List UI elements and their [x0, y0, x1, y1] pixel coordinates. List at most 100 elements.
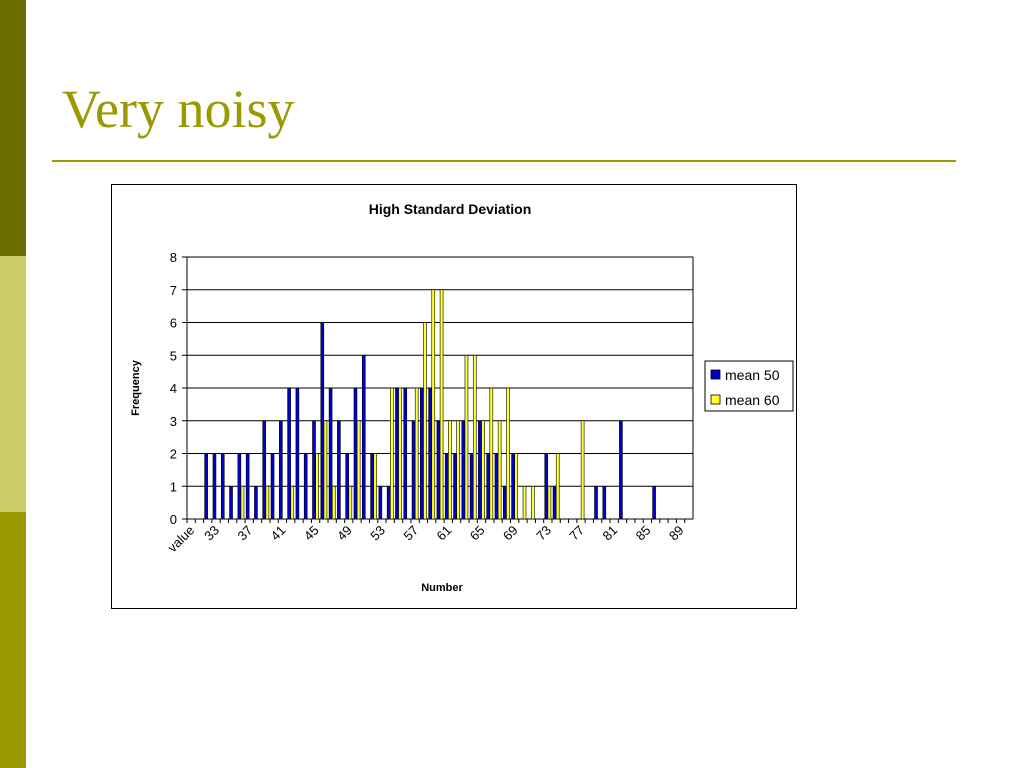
bar-mean-60-65 — [481, 420, 485, 520]
legend-label-mean-60: mean 60 — [725, 392, 780, 408]
bar-mean-50-57 — [411, 420, 416, 520]
bar-mean-50-35 — [229, 485, 233, 520]
bar-mean-50-42 — [287, 387, 291, 520]
x-tick-label-57: 57 — [400, 523, 421, 544]
chart-title: High Standard Deviation — [369, 201, 532, 217]
bar-mean-60-74 — [555, 453, 560, 520]
bar-mean-50-39 — [262, 420, 267, 520]
bar-mean-50-44 — [303, 453, 308, 520]
bar-mean-50-55 — [395, 387, 399, 520]
x-tick-label-65: 65 — [467, 523, 488, 544]
bar-mean-50-56 — [403, 387, 408, 520]
bar-mean-60-45 — [315, 453, 319, 520]
x-tick-label-89: 89 — [666, 523, 687, 544]
x-tick-label-49: 49 — [334, 523, 355, 544]
bar-mean-60-52 — [373, 453, 378, 520]
bar-mean-50-86 — [652, 485, 656, 520]
bar-mean-50-73 — [544, 453, 549, 520]
bar-mean-50-65 — [478, 420, 482, 520]
x-tick-label-37: 37 — [234, 523, 255, 544]
bar-mean-60-59 — [431, 289, 436, 520]
x-tick-label-45: 45 — [301, 523, 322, 544]
bar-mean-60-67 — [497, 420, 502, 520]
y-tick-label-4: 4 — [170, 381, 177, 396]
bar-mean-60-71 — [531, 485, 535, 520]
bar-mean-60-63 — [464, 354, 469, 520]
bar-mean-50-46 — [320, 322, 325, 520]
side-band-bottom — [0, 512, 26, 768]
bar-mean-60-77 — [580, 420, 585, 520]
bar-mean-50-69 — [511, 453, 515, 520]
x-tick-label-69: 69 — [500, 523, 521, 544]
bar-mean-50-53 — [378, 485, 383, 520]
bar-mean-60-49 — [348, 485, 353, 520]
x-tick-label-41: 41 — [268, 523, 289, 544]
y-tick-label-6: 6 — [170, 316, 177, 331]
x-tick-label-85: 85 — [633, 523, 654, 544]
y-tick-label-3: 3 — [170, 414, 177, 429]
y-tick-label-1: 1 — [170, 479, 177, 494]
y-axis-title: Frequency — [130, 359, 142, 416]
y-tick-label-0: 0 — [170, 512, 177, 527]
bar-mean-50-43 — [295, 387, 300, 520]
bar-mean-50-58 — [420, 387, 424, 520]
bar-mean-50-61 — [444, 453, 449, 520]
legend-label-mean-50: mean 50 — [725, 367, 780, 383]
bar-mean-50-60 — [436, 420, 441, 520]
x-tick-label-value: value — [165, 523, 198, 556]
bar-mean-60-39 — [265, 485, 270, 520]
bar-mean-50-54 — [386, 485, 391, 520]
legend-swatch-mean-50 — [710, 369, 721, 380]
x-axis-title: Number — [421, 582, 463, 594]
x-tick-label-33: 33 — [201, 523, 222, 544]
title-divider — [52, 160, 956, 162]
bar-mean-50-64 — [469, 453, 474, 520]
bar-mean-50-33 — [212, 453, 217, 520]
bar-mean-60-69 — [514, 453, 519, 520]
bar-mean-50-50 — [353, 387, 358, 520]
bar-mean-60-70 — [522, 485, 527, 520]
chart-frame: High Standard Deviation 0 1 2 3 4 5 6 7 8 value 33 3… — [111, 184, 797, 609]
bar-mean-50-37 — [245, 453, 250, 520]
bar-mean-50-63 — [461, 420, 466, 520]
bar-mean-50-80 — [602, 485, 607, 520]
bar-mean-60-61 — [448, 420, 452, 520]
bar-mean-60-58 — [423, 322, 427, 520]
x-tick-label-61: 61 — [434, 523, 455, 544]
bar-mean-60-57 — [414, 387, 419, 520]
bar-mean-50-74 — [552, 485, 557, 520]
x-tick-label-81: 81 — [599, 523, 620, 544]
y-tick-label-8: 8 — [170, 250, 177, 265]
bar-mean-60-46 — [323, 420, 328, 520]
bar-mean-60-36 — [240, 485, 245, 520]
bar-mean-50-41 — [279, 420, 283, 520]
bar-mean-60-60 — [439, 289, 444, 520]
bar-mean-50-40 — [270, 453, 275, 520]
bar-mean-60-66 — [489, 387, 494, 520]
bar-mean-50-49 — [345, 453, 349, 520]
x-tick-label-73: 73 — [533, 523, 554, 544]
bar-mean-50-34 — [220, 453, 225, 520]
bar-mean-50-38 — [254, 485, 258, 520]
y-tick-label-7: 7 — [170, 283, 177, 298]
bar-mean-50-62 — [453, 453, 457, 520]
bar-mean-60-62 — [456, 420, 460, 520]
bar-mean-50-51 — [361, 354, 366, 520]
bar-mean-50-67 — [494, 453, 499, 520]
bar-mean-50-45 — [312, 420, 316, 520]
y-tick-label-5: 5 — [170, 348, 177, 363]
bar-mean-60-50 — [356, 420, 361, 520]
y-tick-label-2: 2 — [170, 447, 177, 462]
bar-mean-50-36 — [237, 453, 242, 520]
x-tick-label-77: 77 — [566, 523, 587, 544]
bar-mean-50-82 — [619, 420, 623, 520]
bar-mean-60-68 — [506, 387, 510, 520]
bar-mean-60-42 — [290, 485, 295, 520]
legend-swatch-mean-60 — [710, 394, 721, 405]
bar-mean-60-54 — [390, 387, 394, 520]
slide-title: Very noisy — [62, 79, 295, 139]
bar-mean-50-47 — [328, 387, 333, 520]
bar-mean-60-73 — [547, 485, 552, 520]
bar-mean-50-48 — [337, 420, 341, 520]
bar-mean-50-79 — [594, 485, 598, 520]
